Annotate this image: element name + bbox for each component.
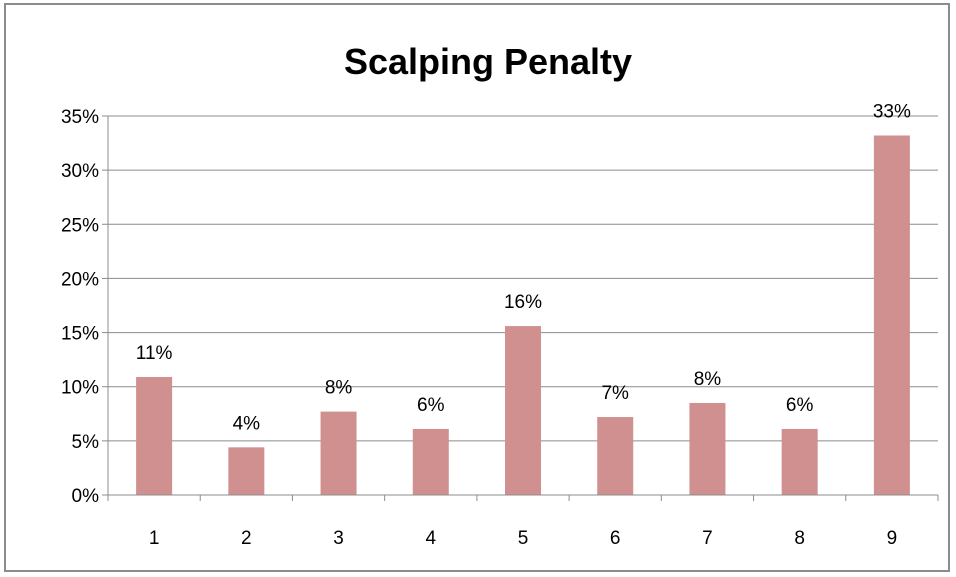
x-tick-label: 2 [241,528,252,549]
bar [320,411,357,495]
y-tick-label: 0% [72,486,100,507]
y-tick-label: 30% [61,161,99,182]
bar [136,376,173,495]
data-label: 11% [136,343,173,364]
x-tick-label: 9 [887,528,898,549]
data-labels: 11% 4% 8% 6% 16% 7% 8% 6% 33% [136,101,911,434]
chart-title: Scalping Penalty [344,41,632,82]
data-label: 8% [325,378,353,399]
axes [107,116,938,496]
bar [412,428,449,495]
y-tick-label: 15% [61,324,99,345]
bar [228,447,265,495]
x-tick-label: 8 [794,528,805,549]
bar [781,428,818,495]
bars [136,135,910,495]
y-tick-label: 10% [61,378,99,399]
x-tick-label: 7 [702,528,713,549]
data-label: 16% [504,292,542,313]
data-label: 33% [873,101,911,122]
y-tick-label: 25% [61,215,99,236]
data-label: 8% [694,369,722,390]
data-label: 6% [417,395,445,416]
y-tick-label: 35% [61,107,99,128]
bar [873,135,910,495]
bar [505,326,541,495]
x-tick-label: 1 [149,528,160,549]
y-axis-tick-labels: 0% 5% 10% 15% 20% 25% 30% 35% [61,107,108,507]
x-tick-label: 6 [610,528,621,549]
x-tick-label: 3 [333,528,344,549]
data-label: 7% [601,383,629,404]
data-label: 4% [233,413,261,434]
data-label: 6% [786,395,814,416]
x-tick-label: 4 [425,528,436,549]
bar [689,402,726,495]
bar [597,417,634,495]
y-tick-label: 5% [72,432,100,453]
x-axis-tick-labels: 1 2 3 4 5 6 7 8 9 [107,495,939,549]
y-tick-label: 20% [61,269,99,290]
x-tick-label: 5 [518,528,529,549]
